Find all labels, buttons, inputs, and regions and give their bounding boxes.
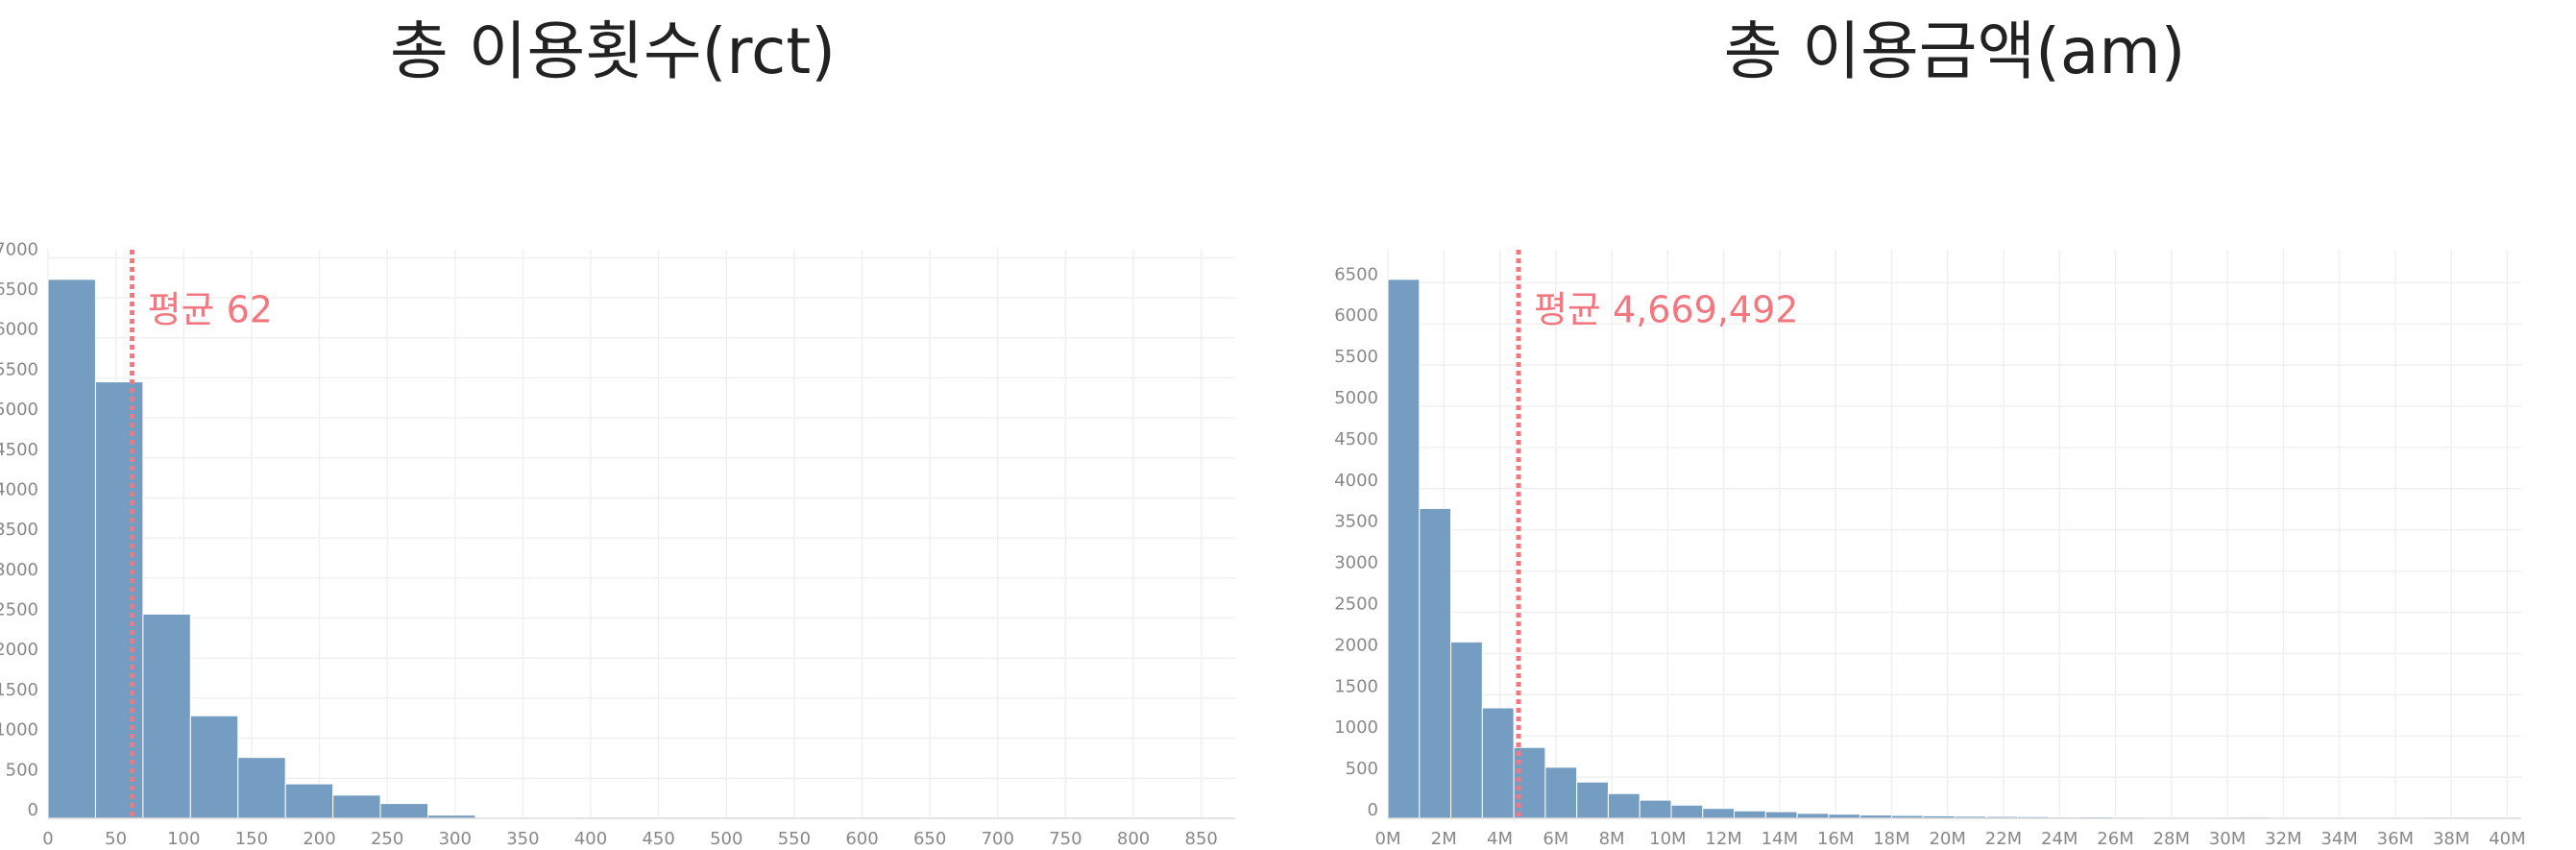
histogram-bar (189, 715, 239, 819)
x-tick-label: 650 (913, 829, 946, 849)
histogram-bar (284, 783, 334, 819)
y-tick-label: 4500 (0, 440, 38, 460)
x-tick-label: 16M (1817, 829, 1854, 849)
x-tick-label: 28M (2153, 829, 2190, 849)
x-tick-label: 22M (1985, 829, 2022, 849)
x-tick-label: 34M (2321, 829, 2357, 849)
y-tick-label: 6000 (0, 320, 38, 340)
x-tick-label: 30M (2209, 829, 2246, 849)
histogram-bar (1764, 811, 1798, 819)
x-tick-label: 2M (1431, 829, 1457, 849)
x-tick-label: 14M (1762, 829, 1798, 849)
x-tick-label: 600 (845, 829, 878, 849)
y-tick-label: 6000 (1334, 305, 1378, 326)
x-tick-label: 18M (1873, 829, 1909, 849)
histogram-bar (1670, 804, 1704, 819)
y-tick-label: 0 (28, 800, 38, 820)
x-tick-label: 0 (42, 829, 53, 849)
x-tick-label: 8M (1599, 829, 1625, 849)
y-tick-label: 2000 (0, 640, 38, 660)
x-tick-label: 150 (235, 829, 268, 849)
y-tick-label: 7000 (0, 239, 38, 259)
y-tick-label: 4500 (1334, 429, 1378, 449)
y-tick-label: 3000 (0, 560, 38, 580)
y-tick-label: 0 (1368, 800, 1378, 820)
y-tick-label: 5000 (1334, 388, 1378, 408)
y-tick-label: 4000 (1334, 471, 1378, 491)
x-tick-label: 26M (2097, 829, 2133, 849)
y-tick-label: 1500 (0, 680, 38, 700)
y-tick-label: 5500 (1334, 347, 1378, 367)
y-tick-label: 3500 (1334, 512, 1378, 532)
histogram-bar (237, 757, 286, 819)
x-tick-label: 200 (303, 829, 335, 849)
histogram-bar (1450, 641, 1483, 819)
histogram-bar (379, 803, 429, 819)
x-tick-label: 500 (710, 829, 742, 849)
x-tick-label: 300 (439, 829, 472, 849)
histogram-bar (332, 794, 381, 819)
x-tick-label: 0M (1375, 829, 1401, 849)
x-tick-label: 6M (1543, 829, 1568, 849)
x-tick-label: 50 (105, 829, 127, 849)
y-tick-label: 3000 (1334, 553, 1378, 573)
y-tick-label: 5500 (0, 359, 38, 379)
y-tick-label: 500 (6, 760, 38, 780)
histogram-bar (1796, 813, 1830, 819)
y-tick-label: 3500 (0, 520, 38, 540)
histogram-bar (1734, 810, 1766, 819)
histogram-bar (94, 381, 144, 819)
y-tick-label: 1000 (0, 720, 38, 741)
x-tick-label: 40M (2489, 829, 2525, 849)
x-tick-label: 38M (2433, 829, 2469, 849)
x-tick-label: 750 (1049, 829, 1081, 849)
histogram-bar (1576, 781, 1609, 819)
mean-label: 평균 62 (148, 289, 273, 331)
x-tick-label: 12M (1705, 829, 1741, 849)
histogram-bar (1419, 507, 1452, 819)
y-tick-label: 6500 (0, 279, 38, 300)
chart-title: 총 이용횟수(rct) (390, 14, 836, 88)
y-tick-label: 2500 (1334, 595, 1378, 615)
histogram-bar (142, 613, 191, 819)
y-tick-label: 1000 (1334, 717, 1378, 738)
y-tick-label: 1500 (1334, 676, 1378, 696)
histogram-bar (1481, 707, 1515, 819)
y-tick-label: 4000 (0, 479, 38, 499)
histogram-bar (1639, 799, 1672, 819)
x-tick-label: 32M (2265, 829, 2301, 849)
mean-label: 평균 4,669,492 (1534, 289, 1798, 331)
histogram-bar (1607, 792, 1640, 819)
x-tick-label: 550 (778, 829, 811, 849)
x-tick-label: 850 (1185, 829, 1218, 849)
y-tick-label: 2000 (1334, 635, 1378, 655)
x-tick-label: 24M (2041, 829, 2078, 849)
x-tick-label: 10M (1649, 829, 1686, 849)
x-tick-label: 700 (982, 829, 1014, 849)
chart-title: 총 이용금액(am) (1724, 14, 2186, 88)
x-tick-label: 20M (1929, 829, 1965, 849)
y-tick-label: 2500 (0, 600, 38, 620)
x-tick-label: 450 (642, 829, 674, 849)
x-tick-label: 400 (574, 829, 607, 849)
x-tick-label: 36M (2377, 829, 2414, 849)
histogram-bar (1702, 808, 1736, 819)
x-tick-label: 250 (371, 829, 403, 849)
histogram-bar (47, 279, 96, 819)
y-tick-label: 500 (1346, 759, 1378, 779)
histogram-bar (1387, 279, 1421, 819)
histogram-bar (1544, 766, 1578, 819)
y-tick-label: 6500 (1334, 264, 1378, 284)
x-tick-label: 350 (506, 829, 539, 849)
x-tick-label: 4M (1487, 829, 1513, 849)
y-tick-label: 5000 (0, 400, 38, 420)
x-tick-label: 100 (167, 829, 200, 849)
x-tick-label: 800 (1117, 829, 1150, 849)
